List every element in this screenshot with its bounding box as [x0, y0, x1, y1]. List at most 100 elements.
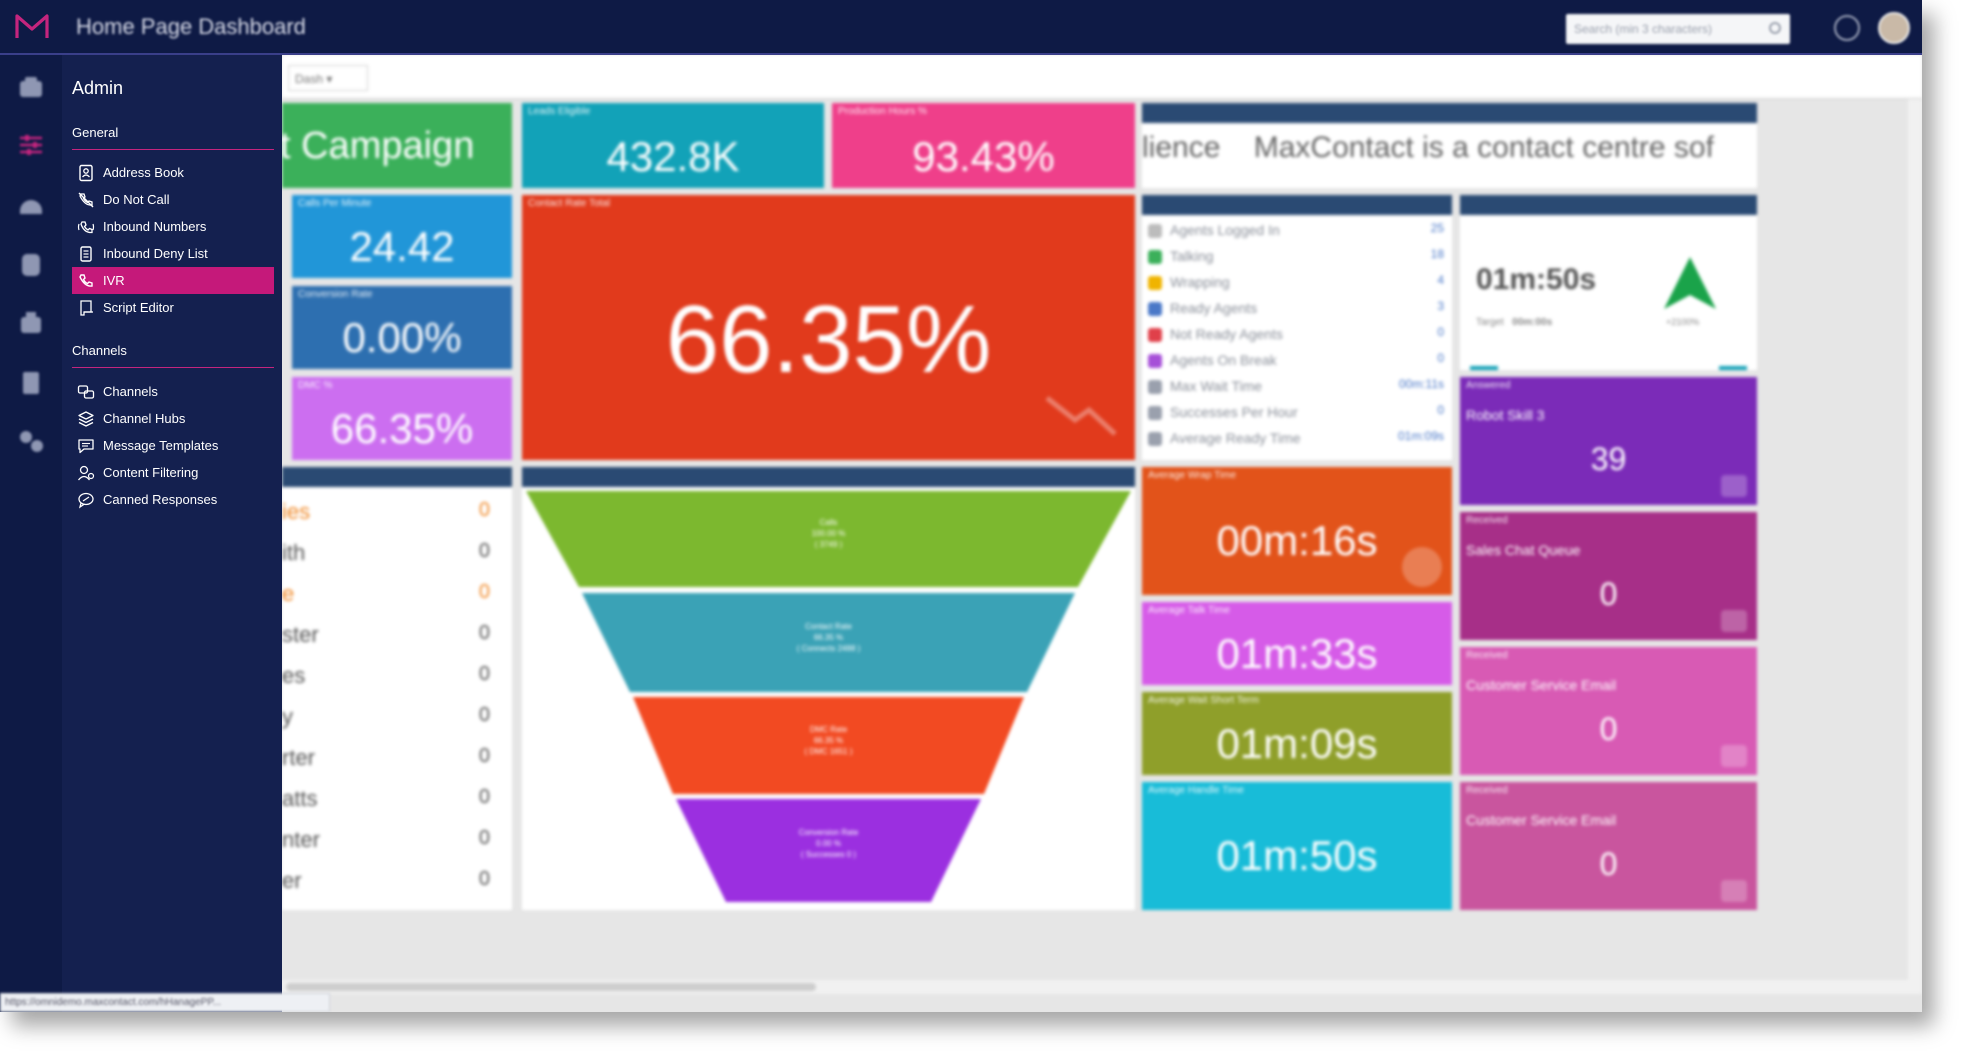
gauge-icon[interactable] [17, 191, 45, 219]
deny-list-icon [80, 245, 92, 262]
settings-sliders-icon[interactable] [17, 131, 45, 159]
menu-item-address-book[interactable]: Address Book [72, 159, 274, 186]
tile-value: 0 [1599, 576, 1618, 612]
agent-info-tile[interactable]: Agent Info Agents Logged In 25 Talking 18 … [1142, 195, 1452, 460]
campaign-banner-text: t Campaign [282, 125, 475, 167]
wrapping-icon [1148, 276, 1162, 290]
dmc-tile[interactable]: DMC % 66.35% [292, 377, 512, 460]
menu-item-content-filtering[interactable]: Content Filtering [72, 459, 274, 486]
tile-value: 432.8K [606, 133, 740, 180]
tile-label: Leads Eligible [528, 106, 591, 117]
tile-label: Conversion Rate [298, 289, 373, 300]
clock-icon [1402, 547, 1442, 587]
dashboard-icon[interactable] [17, 73, 45, 101]
funnel-stage-count: ( 3749 ) [814, 540, 843, 549]
menu-item-canned-responses[interactable]: Canned Responses [72, 486, 274, 513]
avatar[interactable] [1878, 12, 1910, 44]
topbar-divider [0, 53, 1922, 55]
menu-item-channel-hubs[interactable]: Channel Hubs [72, 405, 274, 432]
content-filtering-icon [77, 465, 95, 480]
do-not-call-icon [78, 192, 94, 207]
funnel-stage-count: ( Connects 2488 ) [796, 644, 861, 653]
contact-rate-tile[interactable]: Contact Rate Total 66.35% [522, 195, 1135, 460]
avg-talk-tile[interactable]: Average Talk Time 01m:33s [1142, 602, 1452, 685]
channels-icon [77, 384, 95, 399]
tile-label: Production Hours % [838, 106, 927, 117]
leaderboard-name: e [282, 581, 295, 606]
funnel-stage-title: Calls [819, 518, 838, 527]
tile-label: Average Wrap Time [1148, 470, 1237, 481]
received-email-1-tile[interactable]: Received Customer Service Email 0 [1460, 647, 1757, 775]
tile-sub: Customer Service Email [1466, 812, 1617, 828]
received-chat-tile[interactable]: Received Sales Chat Queue 0 [1460, 512, 1757, 640]
funnel-label-contact: Contact Rate 66.35 % ( Connects 2488 ) [522, 621, 1135, 654]
leads-eligible-tile[interactable]: Leads Eligible 432.8K [522, 103, 824, 188]
leaderboard-row: atts 0 [282, 786, 510, 816]
tile-label: Contact Rate Total [528, 198, 611, 209]
vertical-scrollbar[interactable] [1908, 99, 1922, 980]
leaderboard-value: 0 [478, 622, 490, 644]
menu-item-label: Content Filtering [103, 465, 199, 480]
answered-tile[interactable]: Answered Robot Skill 3 39 [1460, 377, 1757, 505]
menu-item-label: Do Not Call [103, 192, 170, 207]
funnel-stage-contact-rate[interactable] [582, 593, 1075, 692]
tile-sub: Customer Service Email [1466, 677, 1617, 693]
calls-per-minute-tile[interactable]: Calls Per Minute 24.42 [292, 195, 512, 278]
avg-handle-gauge-tile[interactable]: Average Handle Time 01m:50s Target 00m:0… [1460, 195, 1757, 370]
menu-item-channels[interactable]: Channels [72, 378, 274, 405]
successes-icon [1148, 406, 1162, 420]
menu-item-do-not-call[interactable]: Do Not Call [72, 186, 274, 213]
database-icon[interactable] [17, 251, 45, 279]
agent-row-label: Average Ready Time [1170, 430, 1301, 446]
menu-item-message-templates[interactable]: Message Templates [72, 432, 274, 459]
help-icon[interactable] [1834, 15, 1860, 41]
maxcontact-logo-icon[interactable] [14, 12, 50, 42]
menu-item-label: Address Book [103, 165, 184, 180]
leaderboard-value: 0 [478, 663, 490, 685]
production-hours-tile[interactable]: Production Hours % 93.43% [832, 103, 1135, 188]
agent-row-label: Ready Agents [1170, 300, 1258, 316]
menu-item-inbound-deny-list[interactable]: Inbound Deny List [72, 240, 274, 267]
app-window: Home Page Dashboard Search (min 3 charac… [0, 0, 1922, 1012]
tile-value: 66.35% [330, 405, 474, 452]
funnel-stage-pct: 66.35 % [813, 736, 844, 745]
dashboard-select[interactable]: Dash ▾ [288, 65, 368, 91]
leaderboard-name: y [282, 704, 293, 729]
leaderboard-value: 0 [478, 581, 490, 603]
avg-wrap-tile[interactable]: Average Wrap Time 00m:16s [1142, 467, 1452, 595]
menu-item-ivr[interactable]: IVR [72, 267, 274, 294]
inbox-icon[interactable] [17, 309, 45, 337]
dashboard-select-value: Dash [295, 72, 324, 86]
funnel-stage-calls[interactable] [526, 491, 1131, 587]
tile-label: Answered [1466, 380, 1511, 391]
ready-agents-icon [1148, 302, 1162, 316]
funnel-stage-conversion-rate[interactable] [676, 799, 981, 902]
funnel-chart[interactable] [522, 487, 1135, 910]
received-email-2-tile[interactable]: Received Customer Service Email 0 [1460, 782, 1757, 910]
leaderboard-row: ies 0 [282, 499, 510, 529]
funnel-tile[interactable]: Funnel Calls 100.00 % ( 3749 ) Contact Rat… [522, 467, 1135, 910]
avg-wait-tile[interactable]: Average Wait Short Term 01m:09s [1142, 692, 1452, 775]
leaderboard-value: 0 [478, 745, 490, 767]
funnel-stage-dmc-rate[interactable] [633, 697, 1024, 794]
menu-item-inbound-numbers[interactable]: Inbound Numbers [72, 213, 274, 240]
tools-icon[interactable] [17, 427, 45, 455]
scrollbar-thumb[interactable] [286, 983, 816, 991]
leaderboard-value: 0 [478, 540, 490, 562]
canned-responses-icon [78, 492, 94, 508]
funnel-label-conversion: Conversion Rate 0.00 % ( Successes 0 ) [522, 827, 1135, 860]
avg-handle-tile[interactable]: Average Handle Time 01m:50s [1142, 782, 1452, 910]
agent-row: Max Wait Time 00m:11s [1148, 377, 1444, 397]
conversion-rate-tile[interactable]: Conversion Rate 0.00% [292, 286, 512, 369]
document-icon[interactable] [17, 369, 45, 397]
horizontal-scrollbar[interactable] [282, 980, 1922, 994]
funnel-stage-count: ( Successes 0 ) [800, 850, 857, 859]
tile-value: 01m:33s [1216, 630, 1378, 677]
search-input[interactable]: Search (min 3 characters) [1566, 14, 1790, 44]
campaign-tile[interactable]: t Campaign [282, 103, 512, 188]
leaderboard-value: 0 [478, 827, 490, 849]
agent-row-value: 3 [1437, 299, 1444, 313]
menu-item-script-editor[interactable]: Script Editor [72, 294, 274, 321]
